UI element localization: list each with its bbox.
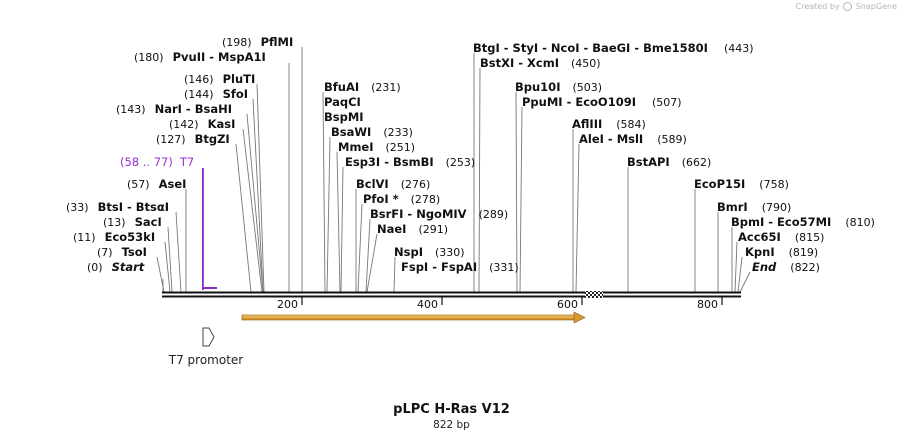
site-label-bspmi: BspMI <box>324 110 364 124</box>
primer-arrow <box>202 287 217 289</box>
site-label-bsawi: BsaWI (233) <box>331 125 413 139</box>
leader-line <box>175 211 182 293</box>
site-label-btgi: BtgI - StyI - NcoI - BaeGI - Bme1580I (44… <box>473 41 754 55</box>
site-label-naei: NaeI (291) <box>377 222 448 236</box>
site-label-btsi: (33) BtsI - BtsαI <box>66 200 169 214</box>
leader-line <box>242 128 263 293</box>
site-label-nspi: NspI (330) <box>394 245 465 259</box>
primer-name: T7 <box>179 155 194 169</box>
leader-line <box>365 218 371 293</box>
backbone-top-strand <box>162 291 741 294</box>
site-label-bpmi: BpmI - Eco57MI (810) <box>731 215 875 229</box>
site-label-bclvi: BclVI (276) <box>356 177 430 191</box>
site-label-pvuii: (180) PvuII - MspA1I <box>134 50 266 64</box>
site-label-btgzi: (127) BtgZI <box>156 132 230 146</box>
site-label-mmei: MmeI (251) <box>338 140 415 154</box>
leader-line <box>156 256 165 293</box>
leader-line <box>737 256 743 293</box>
site-labels: (0) Start (7) TsoI (11) Eco53kI (13) SacI (3… <box>66 35 875 274</box>
site-label-acc65i: Acc65I (815) <box>738 230 824 244</box>
site-label-bstapi: BstAPI (662) <box>627 155 711 169</box>
site-label-pflmi: (198) PflMI <box>222 35 293 49</box>
site-label-kpni: KpnI (819) <box>745 245 818 259</box>
sequence-length: 822 bp <box>433 419 470 431</box>
site-label-ecop15i: EcoP15I (758) <box>694 177 789 191</box>
leader-line <box>515 91 518 293</box>
tick-label: 600 <box>557 298 578 311</box>
backbone-bottom-strand <box>162 295 741 298</box>
leader-line <box>357 203 363 293</box>
feature-label: T7 promoter <box>168 353 244 367</box>
site-label-tsoi: (7) TsoI <box>97 245 147 259</box>
ruler: 200 400 600 800 <box>277 297 723 311</box>
site-label-end: End (822) <box>752 260 820 274</box>
site-label-sfoi: (144) SfoI <box>184 87 248 101</box>
leader-line <box>235 143 252 293</box>
orf-body <box>241 314 577 321</box>
watermark-brand: SnapGene <box>855 2 897 11</box>
leader-line <box>340 166 344 293</box>
site-label-paqci: PaqCI <box>324 95 361 109</box>
leader-line <box>256 83 265 293</box>
backbone-break <box>585 291 603 298</box>
site-label-bstxi: BstXI - XcmI (450) <box>480 56 601 70</box>
site-label-asei: (57) AseI <box>127 177 186 191</box>
orf-arrow[interactable] <box>241 311 586 324</box>
snapgene-watermark: Created by SnapGene <box>796 2 897 11</box>
leader-line <box>164 241 171 293</box>
tick-label: 200 <box>277 298 298 311</box>
orf-arrowhead <box>573 311 586 324</box>
site-label-fspi: FspI - FspAI (331) <box>401 260 519 274</box>
leader-line <box>167 226 173 293</box>
watermark-text: Created by <box>795 2 840 11</box>
leader-line <box>246 113 264 293</box>
site-label-kasi: (142) KasI <box>169 117 235 131</box>
leader-line <box>366 233 378 293</box>
primer-label: (58 .. 77) T7 <box>120 155 194 169</box>
t7-promoter-feature[interactable]: T7 promoter <box>168 327 244 367</box>
snapgene-logo-icon <box>843 2 853 11</box>
site-label-bsrfi: BsrFI - NgoMIV (289) <box>370 207 508 221</box>
t7-primer[interactable]: (58 .. 77) T7 <box>120 155 217 290</box>
promoter-arrow-icon <box>202 327 215 347</box>
site-label-bmri: BmrI (790) <box>717 200 791 214</box>
site-label-start: (0) Start <box>87 260 145 274</box>
leader-line <box>252 98 264 293</box>
site-label-saci: (13) SacI <box>103 215 162 229</box>
site-label-pluti: (146) PluTI <box>184 72 255 86</box>
site-label-nari: (143) NarI - BsaHI <box>116 102 232 116</box>
leader-line <box>393 256 396 293</box>
primer-stem <box>202 168 204 290</box>
tick-label: 400 <box>417 298 438 311</box>
site-label-bfuai: BfuAI (231) <box>324 80 401 94</box>
leader-line <box>322 91 326 293</box>
site-label-esp3i: Esp3I - BsmBI (253) <box>345 155 475 169</box>
leader-line <box>575 143 580 293</box>
primer-range: (58 .. 77) <box>120 155 173 169</box>
leader-line <box>739 271 751 293</box>
tick-label: 800 <box>697 298 718 311</box>
leader-line <box>336 151 341 293</box>
map-title: pLPC H-Ras V12 <box>393 402 510 417</box>
dna-backbone <box>162 291 741 298</box>
site-label-pfoi: PfoI * (278) <box>363 192 440 206</box>
site-label-eco53ki: (11) Eco53kI <box>73 230 155 244</box>
leader-line <box>326 136 331 293</box>
site-label-ppumi: PpuMI - EcoO109I (507) <box>522 95 682 109</box>
site-label-alei: AleI - MslI (589) <box>579 132 687 146</box>
site-label-afliii: AflIII (584) <box>572 117 646 131</box>
site-leader-lines <box>156 47 751 293</box>
leader-line <box>734 241 738 293</box>
leader-line <box>478 67 481 293</box>
leader-line <box>519 106 523 293</box>
site-label-bpu10i: Bpu10I (503) <box>515 80 602 94</box>
